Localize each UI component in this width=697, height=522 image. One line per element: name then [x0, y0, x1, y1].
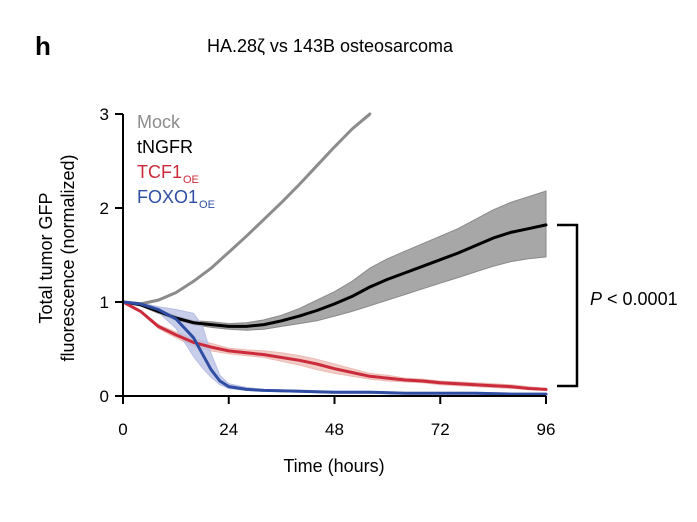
- x-tick-label: 0: [118, 420, 127, 439]
- panel-label: h: [35, 31, 51, 61]
- line-tcf1: [121, 300, 548, 391]
- y-tick-label: 0: [100, 387, 109, 406]
- y-axis-label-line-2: fluorescence (normalized): [58, 154, 78, 361]
- legend-tngfr: tNGFR: [137, 137, 193, 157]
- x-axis-label: Time (hours): [283, 456, 384, 476]
- legend-name: Mock: [137, 112, 181, 132]
- p-value-symbol: P: [590, 289, 602, 309]
- legend-name: TCF1: [137, 162, 182, 182]
- x-tick-label: 48: [325, 420, 344, 439]
- x-tick-label: 24: [219, 420, 238, 439]
- legend-subscript: OE: [199, 199, 215, 211]
- legend-name: tNGFR: [137, 137, 193, 157]
- significance-bracket: [557, 223, 579, 388]
- y-tick-label: 3: [100, 105, 109, 124]
- x-tick-label: 96: [537, 420, 556, 439]
- x-ticks: 0 24 48 72 96: [118, 396, 555, 439]
- line-tngfr: [121, 223, 548, 328]
- y-axis-label: Total tumor GFP fluorescence (normalized…: [36, 154, 78, 361]
- y-tick-label: 1: [100, 293, 109, 312]
- y-tick-label: 2: [100, 199, 109, 218]
- p-value-text: < 0.0001: [602, 289, 678, 309]
- chart-title: HA.28ζ vs 143B osteosarcoma: [207, 36, 454, 56]
- legend-mock: Mock: [137, 112, 181, 132]
- line-foxo1: [121, 300, 548, 396]
- p-value-annotation: P < 0.0001: [590, 289, 678, 309]
- series-lines: [121, 112, 548, 396]
- legend-subscript: OE: [183, 174, 199, 186]
- line-mock: [121, 112, 372, 306]
- x-tick-label: 72: [431, 420, 450, 439]
- y-axis-label-line-1: Total tumor GFP: [36, 192, 56, 323]
- band-tngfr: [122, 190, 547, 331]
- legend-foxo1: FOXO1OE: [137, 187, 215, 211]
- y-ticks: 0 1 2 3: [100, 105, 123, 406]
- legend-name: FOXO1: [137, 187, 198, 207]
- legend-tcf1: TCF1OE: [137, 162, 199, 186]
